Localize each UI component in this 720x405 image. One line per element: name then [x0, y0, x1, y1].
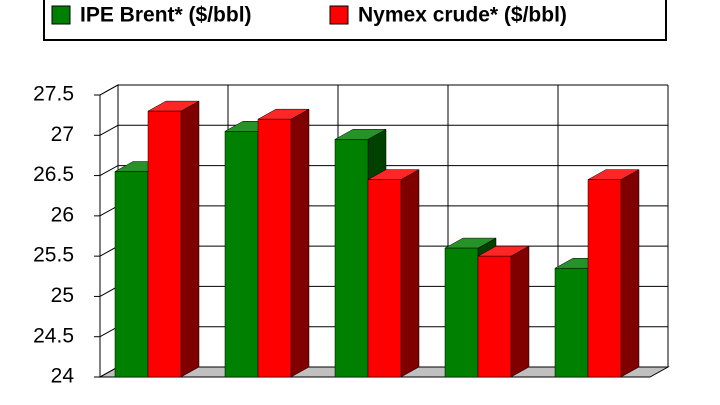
y-tick-label: 27 [51, 123, 74, 146]
bar-front [554, 267, 589, 378]
legend-label: Nymex crude* ($/bbl) [358, 4, 567, 27]
grid-line [99, 84, 668, 96]
bar-front [147, 110, 182, 378]
y-tick-label: 24.5 [33, 324, 74, 347]
bar-side [510, 245, 530, 378]
bar-front [224, 131, 259, 378]
bar-front [444, 247, 479, 378]
y-tick-label: 25.5 [33, 244, 74, 267]
bar-front [367, 179, 402, 378]
legend-box [43, 0, 667, 41]
y-tick-label: 27.5 [33, 83, 74, 106]
bar-front [114, 171, 149, 378]
bar [147, 100, 200, 378]
bar-front [587, 179, 622, 378]
bar-side [180, 100, 200, 378]
y-tick-label: 24 [51, 365, 75, 388]
bar [477, 245, 530, 378]
bar-side [620, 169, 640, 378]
bar [587, 169, 640, 378]
bar-front [257, 118, 292, 378]
legend-label: IPE Brent* ($/bbl) [80, 4, 252, 27]
bar [367, 169, 420, 378]
bar-front [334, 139, 369, 378]
bar-side [290, 108, 310, 378]
y-tick-label: 26 [51, 203, 74, 226]
legend-swatch [329, 5, 349, 25]
y-tick-label: 26.5 [33, 163, 74, 186]
y-tick-label: 25 [51, 284, 74, 307]
legend-swatch [51, 5, 71, 25]
bar-front [477, 255, 512, 378]
bar [257, 108, 310, 378]
bar-side [400, 169, 420, 378]
